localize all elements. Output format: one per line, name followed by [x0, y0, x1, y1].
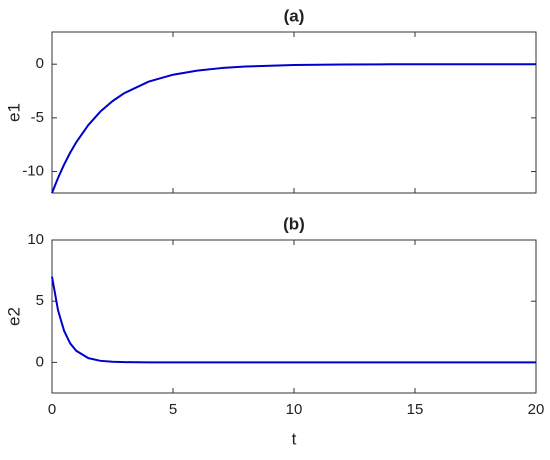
chart-title: (a): [284, 6, 305, 25]
y-axis-label: e2: [4, 307, 23, 326]
x-tick-label: 10: [286, 401, 303, 418]
x-tick-label: 0: [48, 401, 56, 418]
plot-area: [51, 31, 537, 194]
chart-title: (b): [283, 214, 305, 233]
x-tick-label: 5: [169, 401, 177, 418]
y-tick-label: 5: [36, 292, 44, 309]
y-tick-label: -10: [22, 163, 44, 180]
plot-area: [51, 239, 537, 394]
data-line: [51, 63, 536, 194]
x-tick-label: 15: [407, 401, 424, 418]
y-tick-label: 10: [27, 231, 44, 248]
y-axis-label: e1: [4, 103, 23, 122]
data-line: [51, 276, 536, 364]
x-axis-label: t: [292, 429, 297, 448]
y-tick-label: 0: [36, 353, 44, 370]
y-tick-label: 0: [36, 55, 44, 72]
y-tick-label: -5: [31, 109, 44, 126]
x-tick-label: 20: [528, 401, 545, 418]
